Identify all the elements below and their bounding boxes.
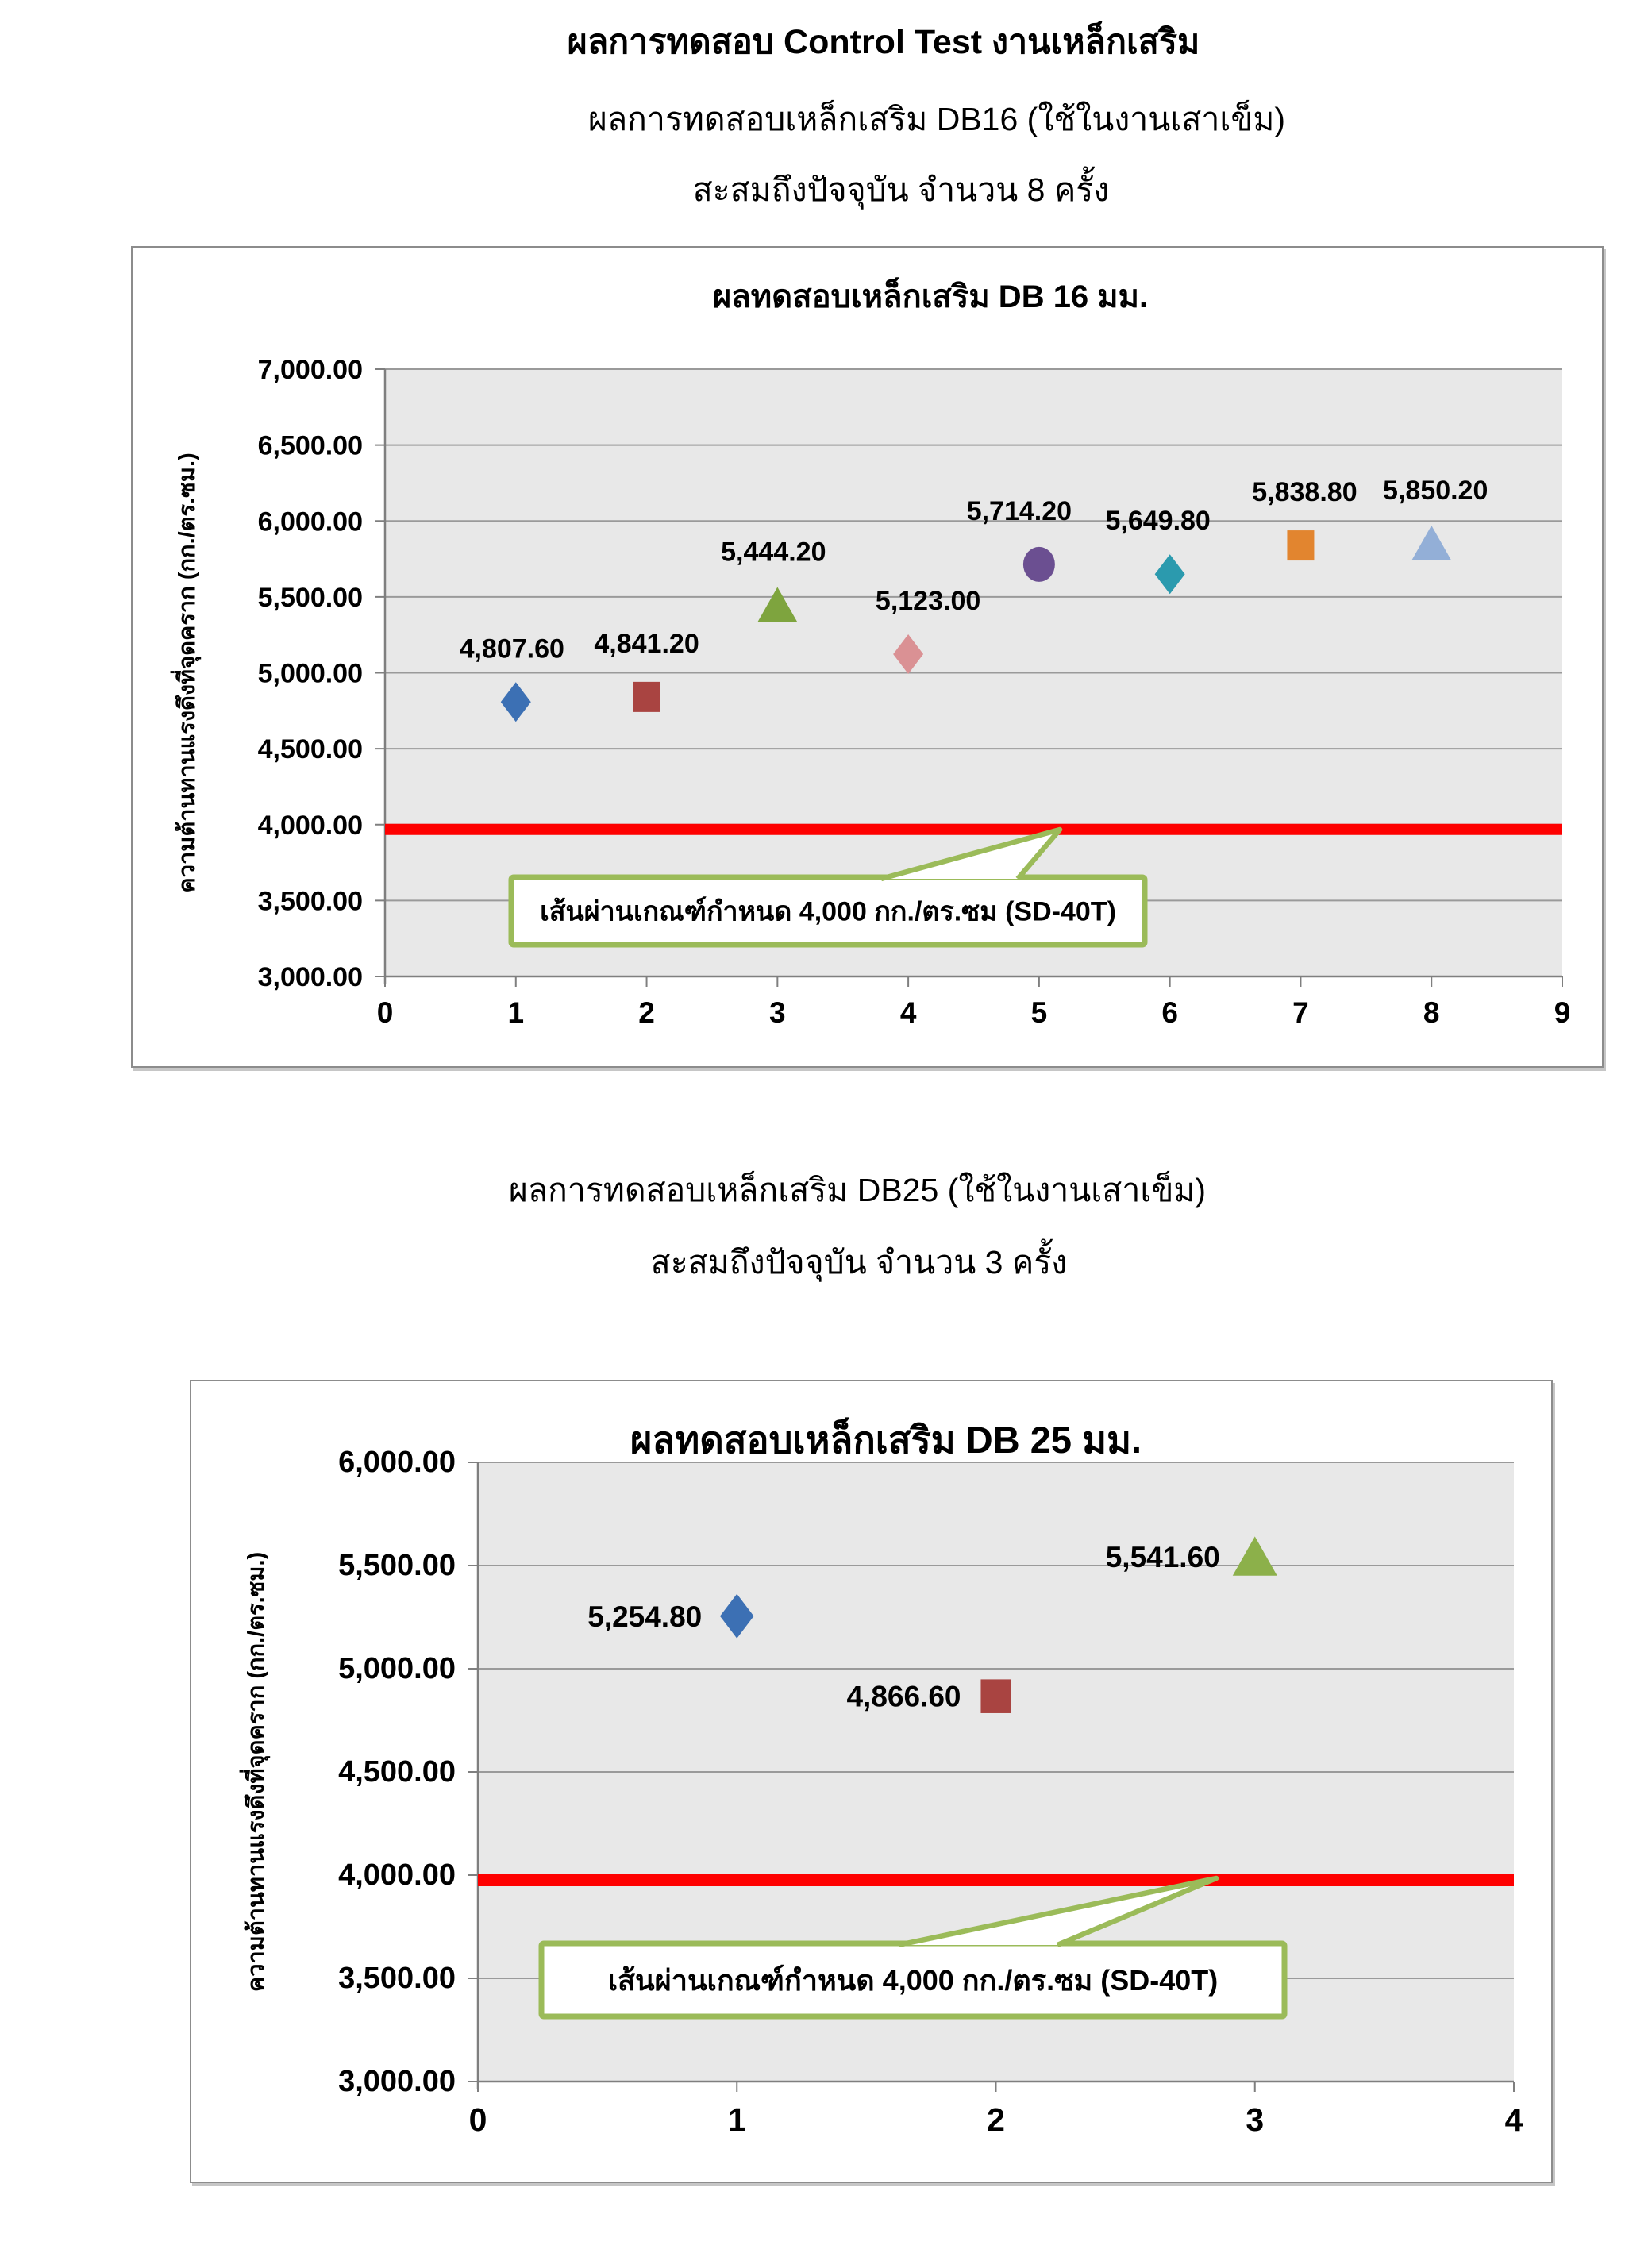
data-point-label-2: 4,866.60	[846, 1681, 961, 1713]
y-tick-label: 4,000.00	[258, 811, 363, 841]
y-tick-label: 6,000.00	[338, 1446, 456, 1479]
y-tick-label: 6,500.00	[258, 431, 363, 461]
chart-frame-db16: 7,000.00 6,500.00 6,000.00 5,500.00 5,000.00…	[131, 246, 1604, 1068]
data-point-label-3: 5,541.60	[1106, 1541, 1220, 1573]
x-tick-label: 6	[1161, 996, 1178, 1029]
data-point-label-3: 5,444.20	[721, 537, 826, 568]
x-tick-label: 7	[1292, 996, 1309, 1029]
x-tick-label: 3	[769, 996, 786, 1029]
data-point-marker-7	[1287, 530, 1315, 561]
y-tick-label: 3,500.00	[258, 886, 363, 916]
x-tick-label: 3	[1246, 2101, 1264, 2138]
y-tick-label: 4,500.00	[258, 734, 363, 764]
x-tick-label: 2	[638, 996, 655, 1029]
chart-title: ผลทดสอบเหล็กเสริม DB 16 มม.	[713, 276, 1148, 314]
data-point-label-2: 4,841.20	[594, 629, 699, 659]
y-axis-label: ความต้านทานแรงดึงที่จุดคราก (กก./ตร.ซม.)	[239, 1552, 270, 1992]
x-tick-label: 0	[377, 996, 394, 1029]
y-tick-label: 3,000.00	[338, 2065, 456, 2098]
scatter-chart-db25: 6,000.00 5,500.00 5,000.00 4,500.00 4,000.00…	[239, 1416, 1523, 2138]
x-tick-label: 4	[900, 996, 917, 1029]
y-tick-label: 5,500.00	[338, 1549, 456, 1582]
callout-arrow-outline	[880, 826, 1063, 882]
x-tick-label: 9	[1554, 996, 1571, 1029]
callout-arrow-outline	[898, 1875, 1219, 1948]
data-point-label-8: 5,850.20	[1383, 476, 1488, 506]
y-tick-label: 4,000.00	[338, 1858, 456, 1892]
x-tick-label: 2	[987, 2101, 1005, 2138]
chart-frame-db25: 6,000.00 5,500.00 5,000.00 4,500.00 4,000.00…	[190, 1380, 1553, 2183]
data-point-marker-1	[500, 682, 531, 722]
doc-subtitle-count-8: สะสมถึงปัจจุบัน จำนวน 8 ครั้ง	[692, 171, 1110, 208]
doc-subtitle-db16: ผลการทดสอบเหล็กเสริม DB16 (ใช้ในงานเสาเข…	[587, 101, 1286, 137]
y-tick-label: 4,500.00	[338, 1755, 456, 1789]
callout-text: เส้นผ่านเกณฑ์กำหนด 4,000 กก./ตร.ซม (SD-4…	[608, 1964, 1219, 1997]
data-point-marker-2	[633, 681, 660, 712]
doc-title: ผลการทดสอบ Control Test งานเหล็กเสริม	[567, 23, 1200, 61]
x-tick-label: 8	[1423, 996, 1440, 1029]
data-point-label-1: 5,254.80	[587, 1600, 702, 1633]
data-point-marker-4	[893, 634, 924, 674]
data-point-marker-1	[719, 1593, 754, 1639]
data-point-marker-2	[980, 1679, 1011, 1713]
data-point-label-6: 5,649.80	[1105, 506, 1210, 536]
y-tick-label: 5,000.00	[338, 1652, 456, 1685]
data-point-marker-6	[1154, 554, 1185, 595]
y-tick-label: 5,000.00	[258, 659, 363, 689]
callout-text: เส้นผ่านเกณฑ์กำหนด 4,000 กก./ตร.ซม (SD-4…	[540, 896, 1116, 927]
y-tick-label: 6,000.00	[258, 506, 363, 537]
callout-box	[508, 874, 1148, 948]
data-point-marker-5	[1022, 546, 1055, 582]
y-tick-label: 5,500.00	[258, 583, 363, 613]
data-point-label-5: 5,714.20	[967, 496, 1072, 526]
x-tick-label: 4	[1505, 2101, 1523, 2138]
chart-title: ผลทดสอบเหล็กเสริม DB 25 มม.	[630, 1416, 1142, 1461]
x-tick-label: 0	[469, 2101, 487, 2138]
scatter-chart-db16: 7,000.00 6,500.00 6,000.00 5,500.00 5,000.00…	[170, 276, 1571, 1029]
data-point-marker-3	[1232, 1536, 1277, 1576]
data-point-marker-3	[757, 587, 798, 622]
y-tick-label: 7,000.00	[258, 355, 363, 385]
x-tick-label: 1	[507, 996, 524, 1029]
x-tick-label: 1	[728, 2101, 746, 2138]
data-point-label-7: 5,838.80	[1252, 477, 1357, 507]
data-point-label-4: 5,123.00	[876, 586, 980, 616]
x-tick-label: 5	[1031, 996, 1048, 1029]
y-tick-label: 3,500.00	[338, 1962, 456, 1995]
y-tick-label: 3,000.00	[258, 962, 363, 992]
data-point-label-1: 4,807.60	[460, 634, 564, 664]
section2-subtitle-count-3: สะสมถึงปัจจุบัน จำนวน 3 ครั้ง	[650, 1244, 1068, 1281]
section2-title-db25: ผลการทดสอบเหล็กเสริม DB25 (ใช้ในงานเสาเข…	[508, 1172, 1207, 1208]
data-point-marker-8	[1411, 525, 1452, 560]
y-axis-label: ความต้านทานแรงดึงที่จุดคราก (กก./ตร.ซม.)	[170, 453, 201, 892]
